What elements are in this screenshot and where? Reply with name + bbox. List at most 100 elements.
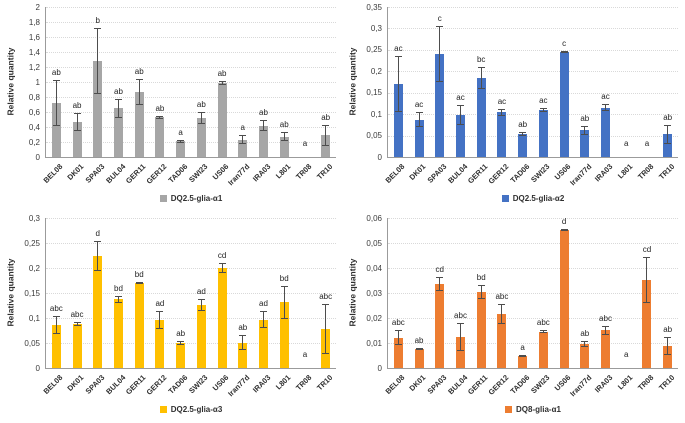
error-bar-cap-top <box>560 50 568 52</box>
error-bar <box>52 79 60 127</box>
bar <box>93 61 103 157</box>
significance-letter: a <box>302 350 308 359</box>
error-bar <box>177 340 185 345</box>
error-bar-cap-top <box>239 335 247 336</box>
y-tick-label: 0 <box>377 363 382 373</box>
bar <box>538 110 548 157</box>
significance-letter: ab <box>238 323 248 332</box>
error-bar-cap-top <box>457 322 464 324</box>
significance-letter: a <box>623 350 629 359</box>
error-bar-cap-top <box>394 329 402 331</box>
significance-letter: ac <box>414 100 424 110</box>
error-bar-cap-bottom <box>239 143 247 145</box>
error-bar <box>581 340 589 347</box>
y-tick-label: 0,04 <box>366 263 382 273</box>
error-bar <box>156 310 164 329</box>
legend-label: DQ2.5-glia-α3 <box>170 405 223 414</box>
gridline <box>388 49 678 51</box>
x-axis-line <box>387 368 678 369</box>
error-bar <box>415 112 423 127</box>
error-bar-cap-top <box>52 315 60 317</box>
bar <box>559 230 569 368</box>
error-bar-cap-bottom <box>115 301 122 303</box>
significance-letter: a <box>302 139 308 148</box>
significance-letter: ab <box>414 335 424 345</box>
error-bar <box>197 299 205 311</box>
bar <box>414 348 424 368</box>
error-bar-cap-top <box>94 241 102 242</box>
bar <box>456 336 465 368</box>
bar <box>435 284 445 368</box>
bar <box>155 319 165 368</box>
legend: DQ2.5-glia-α3 <box>46 405 336 414</box>
error-bar-cap-top <box>436 25 444 27</box>
significance-letter: abc <box>319 291 333 301</box>
significance-letter: a <box>520 343 525 352</box>
y-tick-label: 0 <box>35 152 40 162</box>
error-bar <box>94 28 102 94</box>
error-bar-line <box>584 340 586 347</box>
error-bar-cap-bottom <box>436 290 444 292</box>
error-bar <box>280 285 288 319</box>
error-bar-cap-bottom <box>643 302 651 303</box>
bar <box>435 53 445 157</box>
legend: DQ2.5-glia-α2 <box>388 194 678 203</box>
bar <box>217 82 227 157</box>
bar <box>497 313 507 368</box>
y-tick-label: 1,4 <box>28 47 40 57</box>
x-axis-line <box>45 368 336 369</box>
bar <box>134 91 144 157</box>
error-bar-line <box>480 66 482 89</box>
error-bar-line <box>242 335 244 350</box>
error-bar-cap-top <box>218 80 226 82</box>
error-bar-cap-bottom <box>73 129 81 131</box>
gridline <box>388 218 678 219</box>
gridline <box>46 268 336 269</box>
significance-letter: b <box>95 16 100 25</box>
legend: DQ2.5-glia-α1 <box>46 194 336 203</box>
error-bar-cap-bottom <box>602 110 609 112</box>
error-bar-cap-top <box>260 120 267 122</box>
legend: DQ8-glia-α1 <box>388 405 678 414</box>
y-tick-label: 0,35 <box>366 2 382 12</box>
error-bar-cap-top <box>664 336 672 338</box>
error-bar-cap-bottom <box>260 327 267 328</box>
error-bar-line <box>180 139 182 143</box>
significance-letter: d <box>561 216 567 226</box>
significance-letter: ab <box>114 86 123 96</box>
y-tick-label: 0 <box>377 152 382 162</box>
error-bar-cap-bottom <box>498 114 506 116</box>
error-bar-cap-bottom <box>135 103 143 105</box>
plot-area: 0 0,01 0,02 0,03 0,04 0,05 0,06 abc BEL08 ab DK01 c… <box>366 214 678 398</box>
gridline <box>46 7 336 8</box>
error-bar <box>643 257 651 303</box>
error-bar-line <box>522 132 524 136</box>
y-tick-label: 0,15 <box>366 88 382 98</box>
error-bar <box>602 104 609 112</box>
error-bar-cap-bottom <box>135 283 143 284</box>
bar <box>93 256 103 368</box>
error-bar-cap-bottom <box>581 133 589 135</box>
error-bar-cap-top <box>519 132 527 134</box>
error-bar-cap-top <box>581 340 589 342</box>
error-bar <box>457 105 464 125</box>
error-bar-cap-top <box>73 321 81 323</box>
error-bar-cap-bottom <box>415 125 423 127</box>
error-bar <box>218 80 226 85</box>
significance-letter: cd <box>217 250 227 260</box>
gridline <box>46 318 336 319</box>
error-bar-line <box>325 124 327 146</box>
significance-letter: abc <box>391 317 405 327</box>
bar <box>114 108 123 157</box>
plot-area: 0 0,05 0,1 0,15 0,2 0,25 0,3 abc BEL08 abc DK01 d SP… <box>24 214 336 398</box>
error-bar-cap-top <box>73 112 81 114</box>
error-bar-cap-bottom <box>197 310 205 311</box>
gridline <box>46 218 336 219</box>
bar <box>456 115 465 157</box>
gridline <box>388 7 678 8</box>
error-bar <box>539 330 547 333</box>
error-bar-cap-top <box>436 277 444 279</box>
error-bar-line <box>542 330 544 333</box>
error-bar-cap-bottom <box>498 322 506 324</box>
y-tick-label: 1,8 <box>28 17 40 27</box>
